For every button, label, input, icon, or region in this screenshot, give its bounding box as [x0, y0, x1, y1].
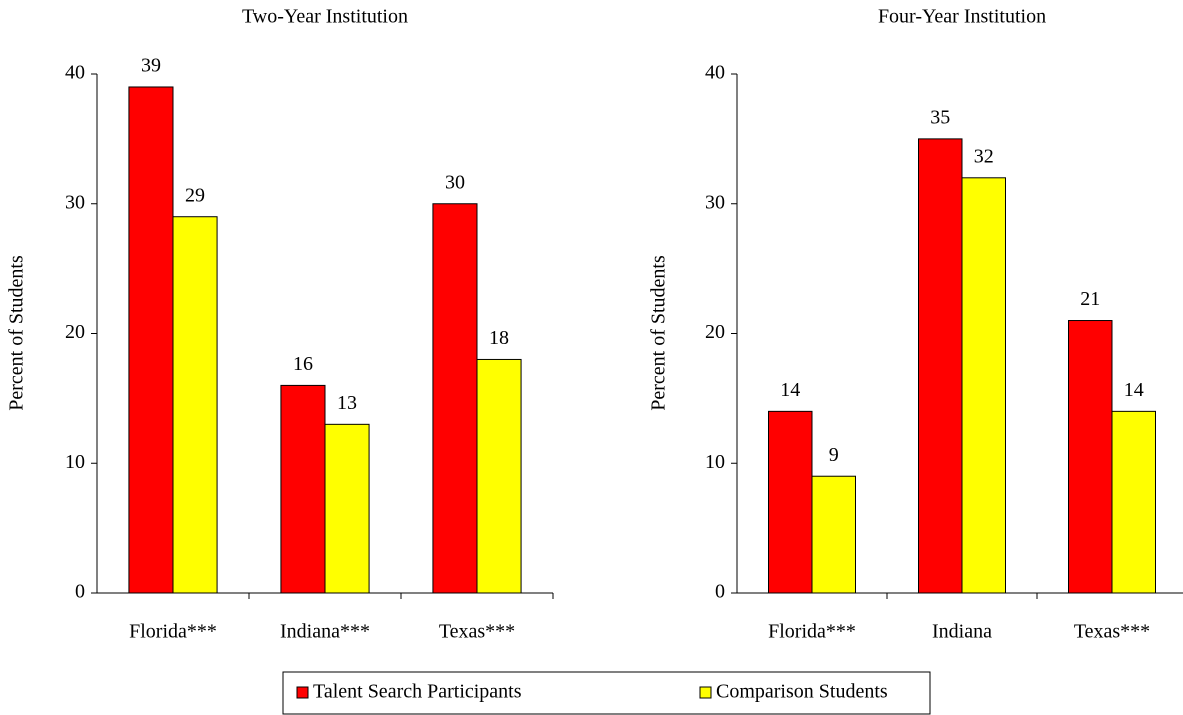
- chart-title: Four-Year Institution: [878, 6, 1046, 28]
- data-label: 30: [445, 171, 465, 193]
- y-axis-label: Percent of Students: [648, 255, 670, 411]
- legend: [282, 671, 931, 715]
- bar: [811, 475, 856, 594]
- y-tick-label: 10: [705, 451, 725, 473]
- data-label: 16: [293, 353, 313, 375]
- x-tick-label: Florida***: [129, 621, 217, 643]
- bar: [961, 177, 1006, 594]
- bar: [172, 216, 218, 594]
- y-tick-label: 30: [705, 191, 725, 213]
- bar: [918, 138, 963, 594]
- legend-swatch: [699, 686, 712, 699]
- data-label: 13: [337, 392, 357, 414]
- y-axis-label: Percent of Students: [6, 255, 28, 411]
- bar: [476, 358, 522, 594]
- bar: [280, 384, 326, 594]
- bar: [1111, 410, 1156, 594]
- data-label: 29: [185, 184, 205, 206]
- bar: [432, 203, 478, 594]
- legend-swatch: [296, 686, 309, 699]
- x-tick-label: Indiana***: [280, 621, 370, 643]
- bar: [128, 86, 174, 594]
- x-tick-label: Indiana: [932, 621, 992, 643]
- data-label: 14: [1124, 379, 1144, 401]
- y-tick-label: 20: [705, 321, 725, 343]
- y-tick-label: 20: [65, 321, 85, 343]
- y-tick-label: 0: [715, 581, 725, 603]
- data-label: 21: [1080, 288, 1100, 310]
- y-tick-label: 30: [65, 191, 85, 213]
- y-tick-label: 10: [65, 451, 85, 473]
- data-label: 9: [829, 444, 839, 466]
- data-label: 18: [489, 327, 509, 349]
- chart-title: Two-Year Institution: [242, 6, 408, 28]
- legend-label: Talent Search Participants: [313, 681, 522, 703]
- x-tick-label: Texas***: [439, 621, 515, 643]
- bar: [324, 423, 370, 594]
- y-tick-label: 0: [75, 581, 85, 603]
- data-label: 35: [930, 106, 950, 128]
- y-tick-label: 40: [705, 62, 725, 84]
- data-label: 14: [780, 379, 800, 401]
- x-tick-label: Florida***: [768, 621, 856, 643]
- data-label: 39: [141, 55, 161, 77]
- bar: [768, 410, 813, 594]
- x-tick-label: Texas***: [1074, 621, 1150, 643]
- y-tick-label: 40: [65, 62, 85, 84]
- data-label: 32: [974, 145, 994, 167]
- legend-label: Comparison Students: [716, 681, 888, 703]
- bar: [1068, 320, 1113, 594]
